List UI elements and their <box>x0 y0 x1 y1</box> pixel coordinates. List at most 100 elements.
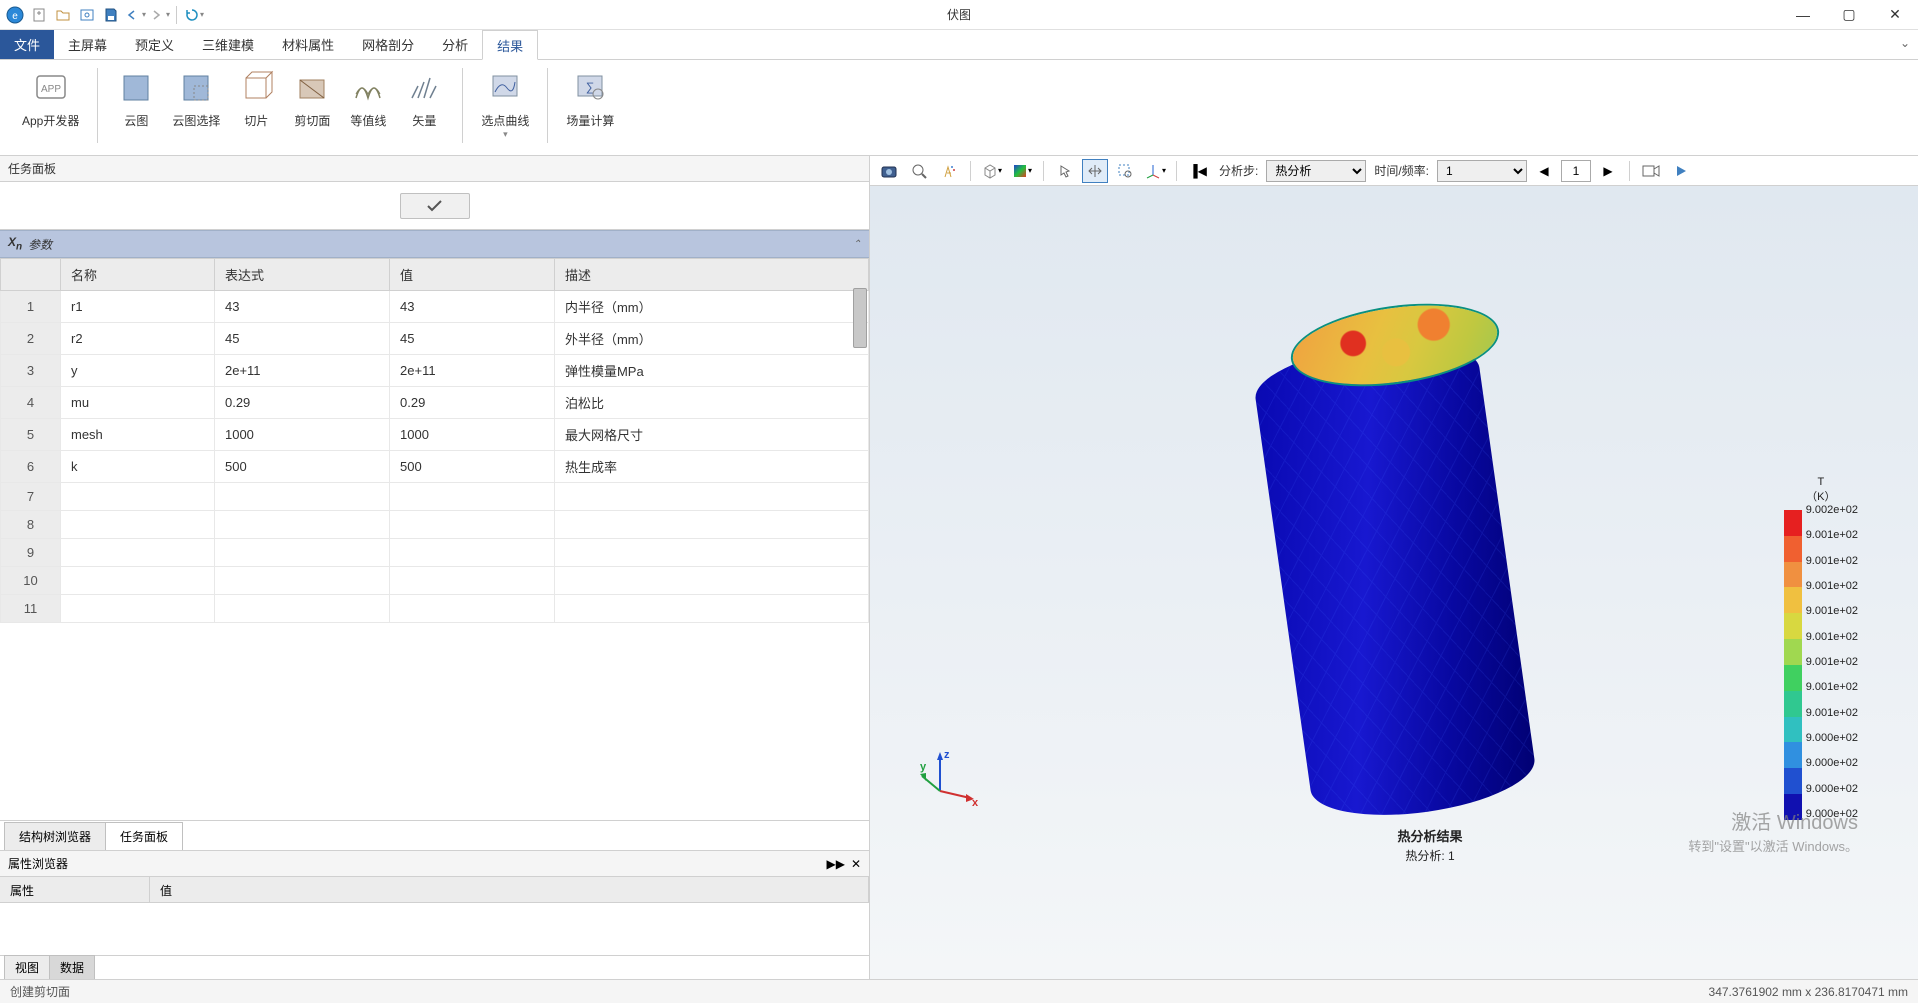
cell-expr[interactable] <box>214 539 389 567</box>
parameters-section-header[interactable]: Xn 参数 ⌃ <box>0 230 869 258</box>
pointer-icon[interactable] <box>1052 159 1078 183</box>
cell-value[interactable]: 1000 <box>390 419 555 451</box>
cell-name[interactable]: mesh <box>61 419 215 451</box>
record-icon[interactable] <box>1638 159 1664 183</box>
property-tab[interactable]: 视图 <box>4 955 50 979</box>
property-tab[interactable]: 数据 <box>49 955 95 979</box>
app-logo-icon[interactable]: e <box>4 4 26 26</box>
table-header[interactable]: 描述 <box>554 259 868 291</box>
step-forward-icon[interactable]: ▶ <box>1595 159 1621 183</box>
table-row[interactable]: 4mu0.290.29泊松比 <box>1 387 869 419</box>
cell-desc[interactable] <box>554 595 868 623</box>
zoom-icon[interactable] <box>906 159 932 183</box>
ribbon-vector-button[interactable]: 矢量 <box>396 64 452 155</box>
refresh-icon[interactable]: ▾ <box>183 4 205 26</box>
skip-start-icon[interactable]: ▐◀ <box>1185 159 1211 183</box>
menu-主屏幕[interactable]: 主屏幕 <box>54 30 121 59</box>
cell-desc[interactable] <box>554 511 868 539</box>
cell-desc[interactable]: 最大网格尺寸 <box>554 419 868 451</box>
table-header[interactable]: 值 <box>390 259 555 291</box>
ribbon-cloud-plot-button[interactable]: 云图 <box>108 64 164 155</box>
cell-name[interactable] <box>61 539 215 567</box>
cell-value[interactable]: 2e+11 <box>390 355 555 387</box>
ribbon-calc-button[interactable]: ∑场量计算 <box>558 64 622 155</box>
cell-name[interactable] <box>61 483 215 511</box>
cell-name[interactable] <box>61 567 215 595</box>
analysis-step-select[interactable]: 热分析 <box>1266 160 1366 182</box>
close-button[interactable]: ✕ <box>1872 0 1918 30</box>
cell-desc[interactable]: 内半径（mm） <box>554 291 868 323</box>
cell-name[interactable]: r2 <box>61 323 215 355</box>
table-row[interactable]: 5mesh10001000最大网格尺寸 <box>1 419 869 451</box>
screenshot-icon[interactable] <box>76 4 98 26</box>
pan-icon[interactable] <box>1082 159 1108 183</box>
cell-name[interactable]: y <box>61 355 215 387</box>
time-select[interactable]: 1 <box>1437 160 1527 182</box>
collapse-ribbon-icon[interactable]: ⌄ <box>1900 36 1910 50</box>
cell-desc[interactable]: 外半径（mm） <box>554 323 868 355</box>
zoom-box-icon[interactable] <box>1112 159 1138 183</box>
cell-expr[interactable] <box>214 511 389 539</box>
cell-name[interactable] <box>61 595 215 623</box>
table-row[interactable]: 6k500500热生成率 <box>1 451 869 483</box>
table-header[interactable]: 表达式 <box>214 259 389 291</box>
3d-viewport[interactable]: 热分析结果 热分析: 1 T （K） 9.002e+029.001e+029.0… <box>870 186 1918 979</box>
cell-expr[interactable] <box>214 595 389 623</box>
minimize-button[interactable]: — <box>1780 0 1826 30</box>
cell-expr[interactable]: 1000 <box>214 419 389 451</box>
camera-icon[interactable] <box>876 159 902 183</box>
cell-value[interactable] <box>390 511 555 539</box>
menu-材料属性[interactable]: 材料属性 <box>268 30 348 59</box>
menu-网格剖分[interactable]: 网格剖分 <box>348 30 428 59</box>
step-back-icon[interactable]: ◀ <box>1531 159 1557 183</box>
cell-expr[interactable]: 43 <box>214 291 389 323</box>
menu-file[interactable]: 文件 <box>0 30 54 59</box>
cell-expr[interactable]: 2e+11 <box>214 355 389 387</box>
clear-icon[interactable] <box>936 159 962 183</box>
cell-desc[interactable] <box>554 567 868 595</box>
cell-desc[interactable]: 弹性模量MPa <box>554 355 868 387</box>
frame-input[interactable] <box>1561 160 1591 182</box>
ribbon-slice-button[interactable]: 切片 <box>228 64 284 155</box>
redo-icon[interactable]: ▾ <box>148 4 170 26</box>
apply-button[interactable] <box>400 193 470 219</box>
table-row[interactable]: 3y2e+112e+11弹性模量MPa <box>1 355 869 387</box>
table-row[interactable]: 9 <box>1 539 869 567</box>
ribbon-contour-button[interactable]: 等值线 <box>340 64 396 155</box>
fast-forward-icon[interactable]: ▶▶ <box>826 857 844 871</box>
cell-expr[interactable]: 500 <box>214 451 389 483</box>
cell-name[interactable]: k <box>61 451 215 483</box>
undo-icon[interactable]: ▾ <box>124 4 146 26</box>
cell-expr[interactable] <box>214 567 389 595</box>
cell-expr[interactable]: 0.29 <box>214 387 389 419</box>
close-panel-icon[interactable]: ✕ <box>851 857 861 871</box>
cell-name[interactable] <box>61 511 215 539</box>
cell-value[interactable] <box>390 539 555 567</box>
play-icon[interactable] <box>1668 159 1694 183</box>
cell-value[interactable]: 500 <box>390 451 555 483</box>
ribbon-app-button[interactable]: APPApp开发器 <box>14 64 87 155</box>
cell-name[interactable]: r1 <box>61 291 215 323</box>
table-row[interactable]: 1r14343内半径（mm） <box>1 291 869 323</box>
cell-desc[interactable]: 热生成率 <box>554 451 868 483</box>
property-col-value[interactable]: 值 <box>150 877 869 902</box>
cell-value[interactable] <box>390 567 555 595</box>
cell-name[interactable]: mu <box>61 387 215 419</box>
menu-预定义[interactable]: 预定义 <box>121 30 188 59</box>
table-row[interactable]: 2r24545外半径（mm） <box>1 323 869 355</box>
ribbon-clip-button[interactable]: 剪切面 <box>284 64 340 155</box>
table-header[interactable]: 名称 <box>61 259 215 291</box>
ribbon-curve-button[interactable]: 选点曲线▾ <box>473 64 537 155</box>
table-row[interactable]: 11 <box>1 595 869 623</box>
open-folder-icon[interactable] <box>52 4 74 26</box>
cell-value[interactable] <box>390 483 555 511</box>
bottom-tab[interactable]: 任务面板 <box>105 822 183 850</box>
menu-结果[interactable]: 结果 <box>482 30 538 60</box>
cell-value[interactable] <box>390 595 555 623</box>
axis-orient-icon[interactable]: ▾ <box>1142 159 1168 183</box>
cube-view-icon[interactable]: ▾ <box>979 159 1005 183</box>
cell-expr[interactable]: 45 <box>214 323 389 355</box>
table-row[interactable]: 7 <box>1 483 869 511</box>
menu-分析[interactable]: 分析 <box>428 30 482 59</box>
bottom-tab[interactable]: 结构树浏览器 <box>4 822 106 850</box>
